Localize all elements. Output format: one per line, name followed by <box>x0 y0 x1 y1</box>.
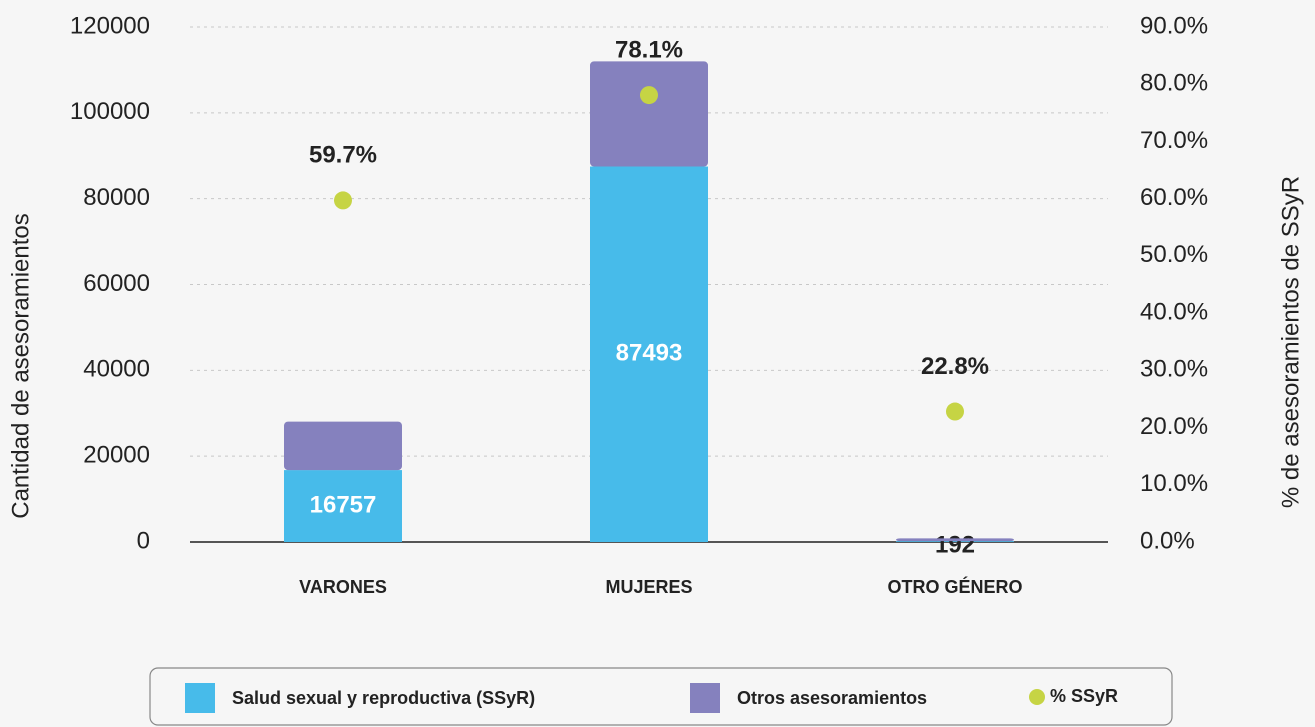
y-tick-label: 40000 <box>83 356 150 383</box>
bar <box>896 538 1014 542</box>
bar-label: 87493 <box>616 340 683 367</box>
bar <box>284 470 402 542</box>
legend-swatch <box>690 683 720 713</box>
y2-tick-label: 30.0% <box>1140 356 1208 383</box>
bar-label: 192 <box>935 531 975 558</box>
y2-tick-label: 0.0% <box>1140 527 1195 554</box>
y-axis-label: Cantidad de asesoramientos <box>7 213 34 519</box>
x-tick-label: VARONES <box>299 577 387 597</box>
point-label: 22.8% <box>921 353 989 380</box>
y-tick-label: 0 <box>137 527 150 554</box>
bar <box>284 421 402 471</box>
y-tick-label: 20000 <box>83 442 150 469</box>
y2-tick-label: 90.0% <box>1140 12 1208 39</box>
point-label: 78.1% <box>615 36 683 63</box>
legend-box <box>149 667 1173 726</box>
y2-axis-label: % de asesoramientos de SSyR <box>1277 176 1304 508</box>
point <box>640 86 658 105</box>
y2-tick-label: 20.0% <box>1140 413 1208 440</box>
point-label: 59.7% <box>309 142 377 169</box>
point <box>334 191 352 210</box>
y-tick-label: 80000 <box>83 184 150 211</box>
y-tick-label: 100000 <box>70 98 150 125</box>
y2-tick-label: 80.0% <box>1140 70 1208 97</box>
y2-tick-label: 10.0% <box>1140 470 1208 497</box>
legend-swatch <box>185 683 215 713</box>
bar <box>590 61 708 167</box>
y-tick-label: 120000 <box>70 12 150 39</box>
y2-tick-label: 70.0% <box>1140 127 1208 154</box>
bar-label: 16757 <box>310 491 377 518</box>
legend-label: % SSyR <box>1050 686 1118 706</box>
y2-tick-label: 40.0% <box>1140 298 1208 325</box>
bar <box>896 541 1014 542</box>
y-tick-label: 60000 <box>83 270 150 297</box>
x-tick-label: OTRO GÉNERO <box>887 576 1022 597</box>
legend-label: Otros asesoramientos <box>737 688 927 708</box>
bar <box>590 166 708 542</box>
y2-tick-label: 60.0% <box>1140 184 1208 211</box>
y2-tick-label: 50.0% <box>1140 241 1208 268</box>
legend-swatch <box>1029 689 1045 705</box>
legend-label: Salud sexual y reproductiva (SSyR) <box>232 688 535 708</box>
x-tick-label: MUJERES <box>605 577 692 597</box>
point <box>946 402 964 421</box>
